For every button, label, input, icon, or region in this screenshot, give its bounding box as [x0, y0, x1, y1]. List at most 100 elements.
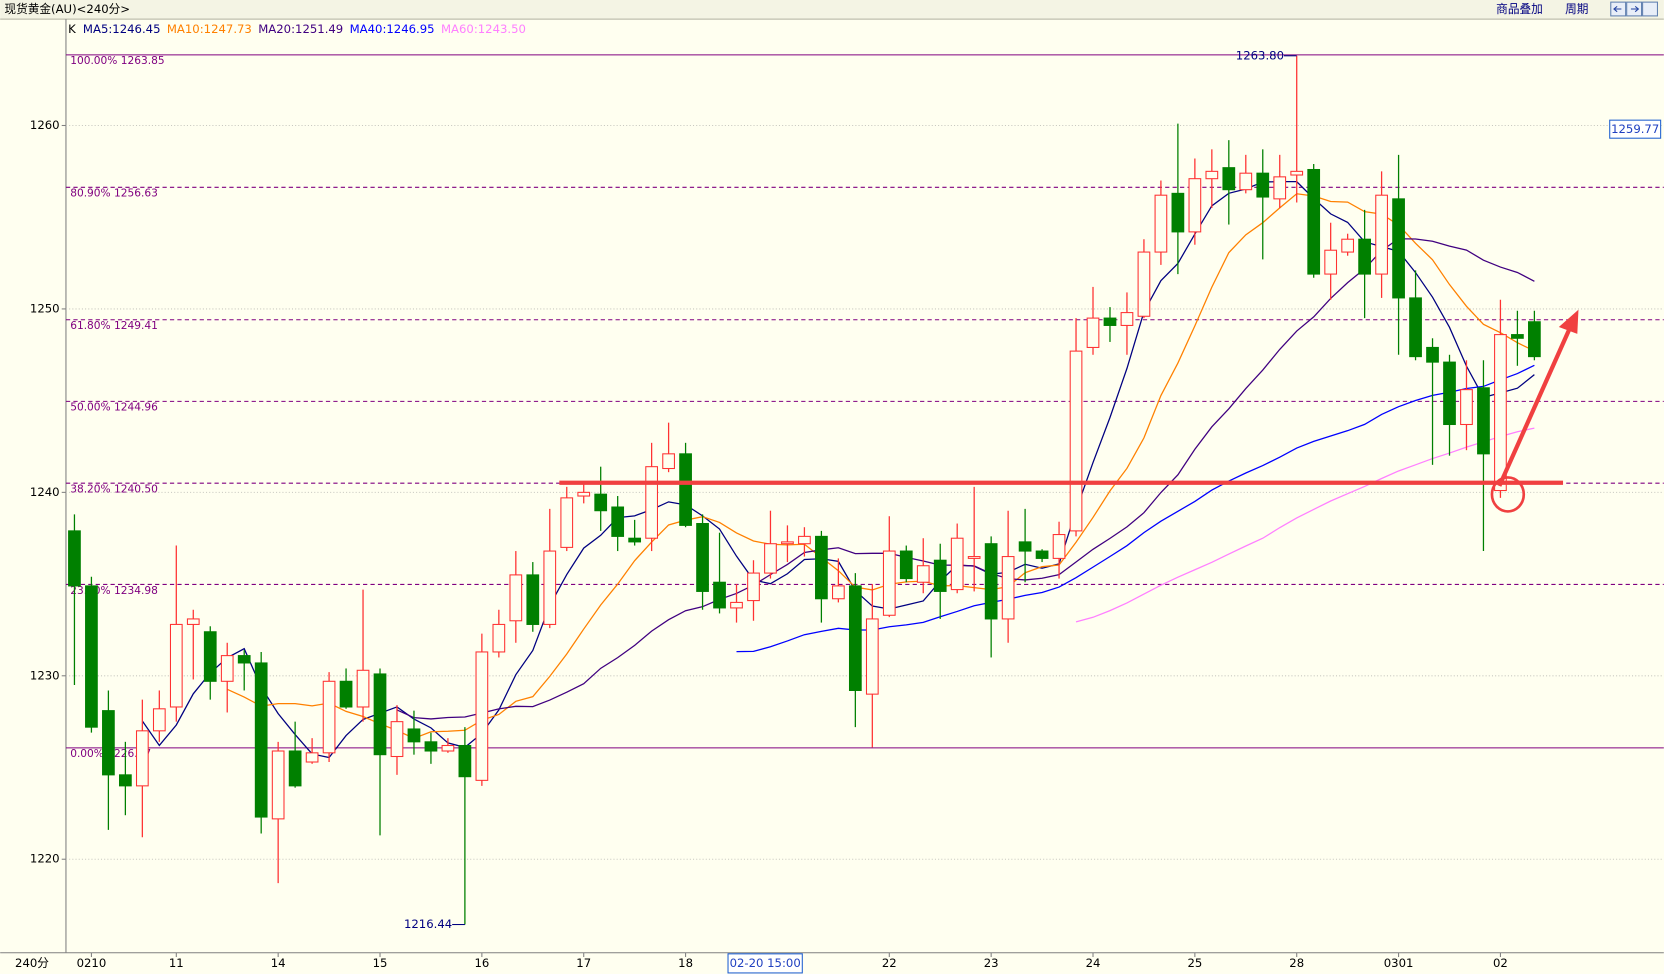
candle-body [950, 537, 964, 591]
last-price-box [1609, 119, 1662, 139]
ma-line [1075, 427, 1535, 623]
candle-body [1443, 361, 1456, 426]
header-bar [0, 0, 1664, 20]
candle-body [1494, 334, 1507, 492]
x-tick-label: 28 [1289, 956, 1304, 970]
candle-body [560, 497, 574, 548]
candle-body [713, 581, 726, 609]
candle-body [933, 559, 947, 592]
candle-body [865, 618, 879, 695]
drawn-circle [1490, 476, 1526, 513]
x-tick-label: 22 [882, 956, 897, 970]
candle-body [696, 523, 709, 592]
legend-entry: MA40:1246.95 [350, 22, 435, 36]
candle-body [407, 728, 421, 743]
x-tick-label: 25 [1187, 956, 1202, 970]
candle-body [1018, 541, 1032, 552]
candle-body [1409, 297, 1422, 358]
nav-zoom-button[interactable] [1642, 1, 1658, 17]
candle-body [1256, 172, 1270, 198]
candle-body [1511, 334, 1524, 339]
candle-body [1426, 346, 1439, 363]
fib-label: 23.60% 1234.98 [70, 584, 158, 597]
candle-body [458, 744, 472, 778]
candle-body [1137, 251, 1151, 317]
candle-body [169, 623, 183, 708]
y-tick-label: 1220 [30, 852, 60, 866]
user-drawings [559, 309, 1579, 513]
legend-prefix: K [68, 22, 76, 36]
candle-body [628, 537, 642, 543]
candle-body [441, 744, 455, 752]
nav-left-icon [1613, 5, 1622, 13]
candle-body [135, 730, 149, 787]
candle-body [781, 541, 794, 545]
candle-body [1188, 178, 1202, 233]
candle-body [390, 721, 404, 758]
candle-body [322, 680, 336, 754]
drawn-arrow [1497, 325, 1573, 487]
candle-body [662, 453, 675, 470]
min-label: 1216.44 [404, 917, 452, 931]
candle-body [764, 543, 777, 574]
candle-body [305, 752, 319, 763]
candle-body [1103, 317, 1117, 326]
legend-entry: MA5:1246.45 [83, 22, 161, 36]
candle-body [882, 550, 896, 616]
nav-right-icon [1630, 5, 1640, 13]
candle-body [186, 618, 200, 625]
candle-body [916, 565, 930, 583]
legend-entry: MA20:1251.49 [258, 22, 343, 36]
candle-body [1086, 317, 1100, 348]
x-tick-label: 15 [373, 956, 388, 970]
x-tick-label: 17 [576, 956, 591, 970]
candle-body [848, 585, 862, 691]
candle-body [1120, 312, 1134, 326]
candle-body [373, 673, 387, 756]
candle-body [1324, 249, 1338, 275]
candle-body [68, 530, 81, 587]
candle-body [339, 680, 353, 708]
fib-label: 38.20% 1240.50 [70, 483, 158, 496]
legend-entry: MA60:1243.50 [441, 22, 526, 36]
candle-body [220, 655, 234, 682]
candle-body [1205, 170, 1219, 180]
candle-body [526, 574, 540, 625]
candle-body [1001, 556, 1015, 620]
candle-body [1069, 350, 1083, 532]
candle-body [747, 572, 760, 602]
candle-body [119, 774, 132, 787]
last-price-label: 1259.77 [1611, 122, 1659, 136]
cursor-label: 02-20 15:00 [730, 956, 801, 970]
candle-body [543, 550, 557, 625]
candle-body [1154, 194, 1168, 253]
fib-label: 50.00% 1244.96 [70, 401, 158, 414]
candle-body [1392, 198, 1405, 299]
candle-body [424, 741, 438, 752]
candle-body [271, 750, 285, 820]
candle-body [967, 556, 981, 559]
candle-body [1477, 387, 1490, 455]
x-tick-label: 23 [984, 956, 999, 970]
cursor-box [727, 953, 803, 974]
x-tick-label: 0210 [77, 956, 107, 970]
candle-body [798, 535, 811, 545]
x-tick-label: 18 [678, 956, 693, 970]
candles: 1263.80 1216.44 [68, 48, 1541, 931]
candle-body [1052, 534, 1066, 559]
candle-body [1528, 321, 1541, 358]
candle-body [237, 655, 251, 664]
toolbar-button[interactable]: 商品叠加 [1496, 2, 1543, 16]
fib-label: 80.90% 1256.63 [70, 187, 158, 200]
candle-body [1307, 168, 1321, 275]
candle-body [509, 574, 523, 622]
toolbar-button[interactable]: 周期 [1565, 2, 1588, 16]
candle-body [645, 466, 658, 539]
candle-body [356, 669, 370, 708]
candle-body [679, 453, 692, 526]
candle-body [1222, 167, 1236, 191]
x-tick-label: 16 [474, 956, 489, 970]
candle-body [1239, 172, 1253, 191]
